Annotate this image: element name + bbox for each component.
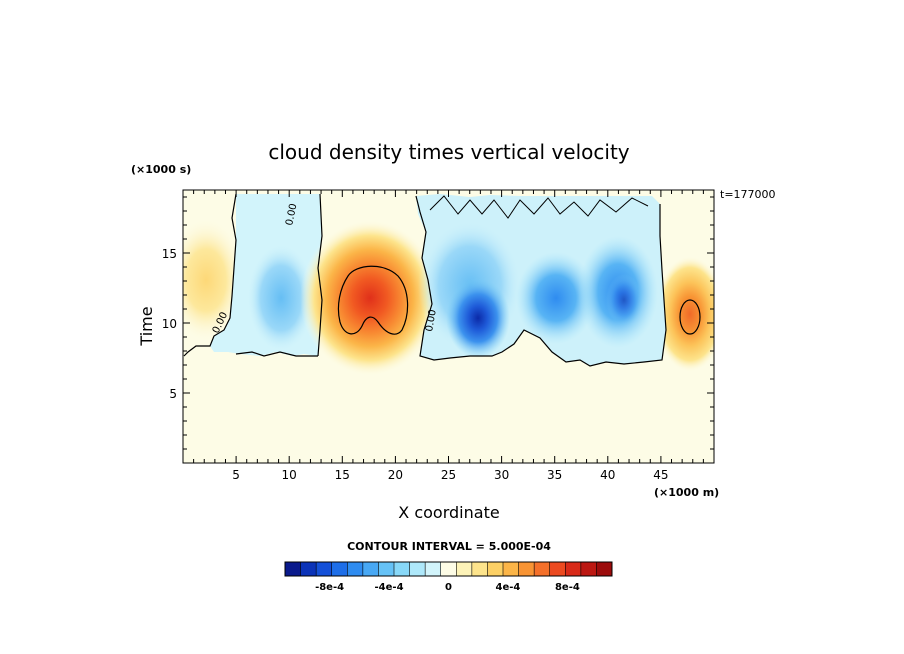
- plot-area: 0.00 0.00 0.00: [183, 190, 714, 463]
- chart-title: cloud density times vertical velocity: [268, 140, 629, 164]
- axis-ticks: 5 10 15 20 25 30 35 40 45 5 10 15: [162, 190, 715, 482]
- y-tick-label: 10: [162, 317, 177, 331]
- colorbar-swatch: [534, 562, 551, 576]
- contour-positive-main: [337, 265, 409, 335]
- x-tick-label: 40: [600, 468, 615, 482]
- zero-contour-center: [415, 195, 667, 367]
- y-tick-label: 15: [162, 247, 177, 261]
- x-multiplier-label: (×1000 m): [654, 486, 719, 499]
- colorbar-swatch: [300, 562, 317, 576]
- colorbar-swatch: [565, 562, 582, 576]
- colorbar-swatch: [549, 562, 566, 576]
- colorbar-tick-label: 8e-4: [555, 582, 580, 593]
- x-tick-label: 30: [494, 468, 509, 482]
- x-tick-label: 25: [441, 468, 456, 482]
- x-tick-label: 45: [653, 468, 668, 482]
- colorbar-swatch: [456, 562, 473, 576]
- x-tick-label: 5: [232, 468, 240, 482]
- positive-glow-main: [300, 220, 440, 376]
- zero-label-3: 0.00: [424, 309, 439, 333]
- colorbar-swatch: [409, 562, 426, 576]
- colorbar-swatch: [394, 562, 410, 576]
- colorbar-tick-label: -8e-4: [315, 582, 344, 593]
- x-tick-label: 10: [282, 468, 297, 482]
- colorbar-swatch: [471, 562, 488, 576]
- colorbar-swatch: [596, 562, 613, 576]
- colorbar-swatch: [378, 562, 395, 576]
- colorbar-swatch: [440, 562, 457, 576]
- colorbar-swatch: [580, 562, 597, 576]
- colorbar-swatch: [347, 562, 364, 576]
- y-multiplier-label: (×1000 s): [131, 163, 191, 176]
- x-tick-label: 15: [335, 468, 350, 482]
- contour-positive-right: [679, 299, 701, 335]
- colorbar-swatch: [518, 562, 535, 576]
- zero-contour-left: [183, 193, 237, 357]
- positive-glow-right: [654, 256, 714, 372]
- y-axis-label: Time: [137, 306, 156, 346]
- colorbar-frame: [284, 561, 613, 577]
- y-tick-label: 5: [169, 387, 177, 401]
- zero-label-1: 0.00: [284, 203, 299, 227]
- x-tick-label: 35: [547, 468, 562, 482]
- colorbar: [284, 561, 613, 577]
- negative-core-1: [247, 244, 315, 352]
- negative-core-right: [606, 274, 642, 326]
- negative-band-b: [516, 252, 596, 344]
- colorbar-swatch: [425, 562, 442, 576]
- colorbar-swatch: [285, 562, 301, 576]
- x-axis-label: X coordinate: [398, 503, 499, 522]
- colorbar-swatch: [331, 562, 348, 576]
- colorbar-tick-label: 4e-4: [496, 582, 521, 593]
- colorbar-tick-label: -4e-4: [375, 582, 404, 593]
- zero-contour-wavy: [235, 351, 318, 357]
- colorbar-tick-labels: -8e-4 -4e-4 0 4e-4 8e-4: [315, 582, 580, 593]
- colorbar-swatch: [316, 562, 333, 576]
- timestamp-label: t=177000: [720, 188, 776, 201]
- colorbar-swatch: [503, 562, 519, 576]
- zero-contour-top-ragged: [429, 195, 649, 219]
- colorbar-swatch: [362, 562, 379, 576]
- zero-contour-mid: [317, 193, 323, 357]
- colorbar-tick-label: 0: [445, 582, 452, 593]
- colorbar-swatch: [487, 562, 504, 576]
- negative-core-deep: [446, 278, 510, 358]
- contour-interval-label: CONTOUR INTERVAL = 5.000E-04: [347, 540, 551, 553]
- x-tick-label: 20: [388, 468, 403, 482]
